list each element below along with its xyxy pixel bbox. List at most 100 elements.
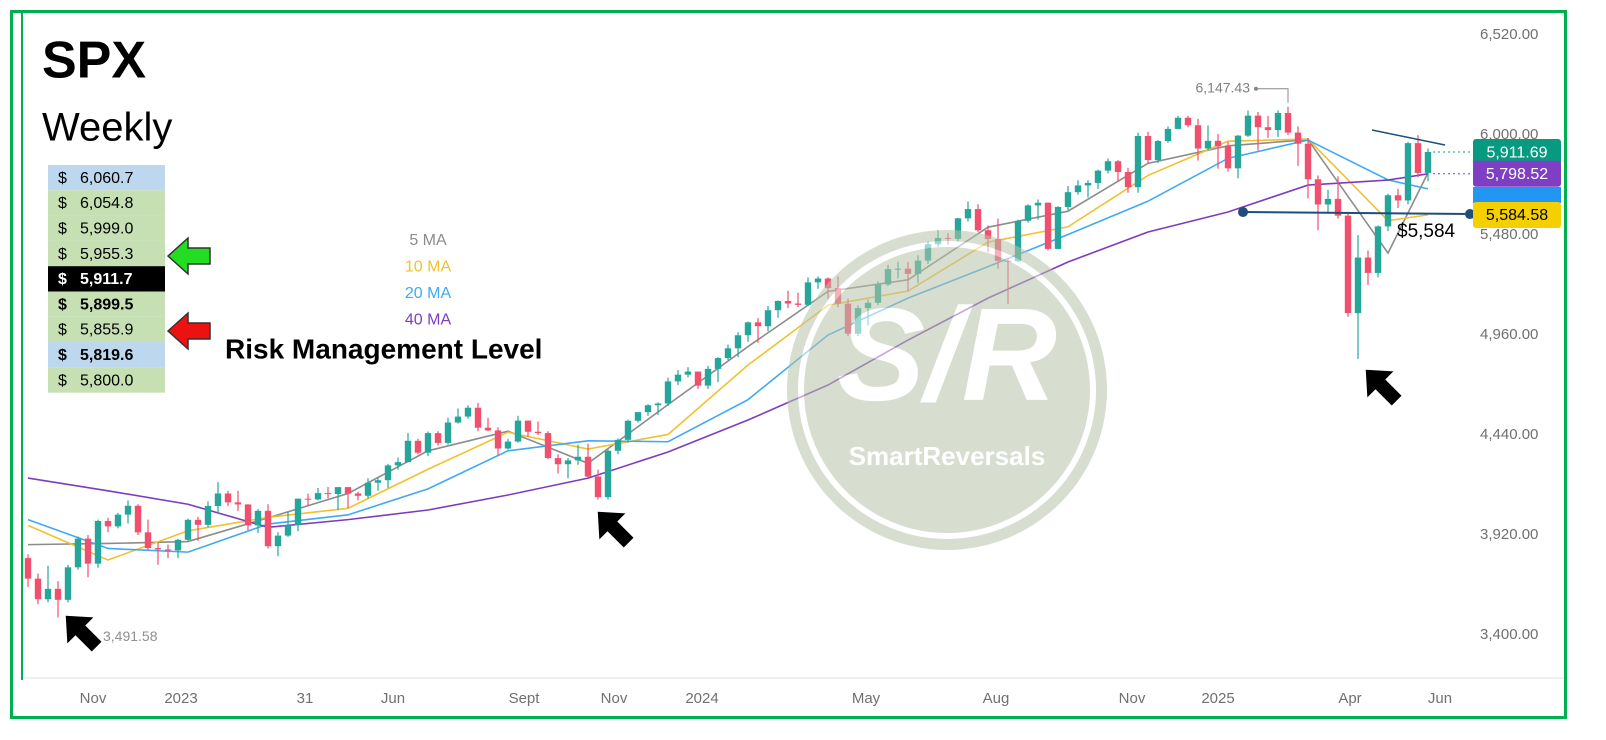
candle-body [54, 588, 62, 600]
price-tag [1473, 160, 1561, 187]
candle-body [1014, 220, 1022, 262]
green-arrow [166, 236, 211, 276]
candle-body [584, 456, 592, 477]
support-dot [1465, 209, 1475, 220]
candle-body [1264, 127, 1272, 131]
candle-body [704, 368, 712, 386]
level-row [48, 266, 165, 292]
price-tags: 5,911.69 5,798.52 5,584.58 [1473, 139, 1561, 228]
y-tick-label: 6,000.00 [1480, 126, 1538, 143]
candle-body [734, 335, 742, 349]
pointer-arrow [1365, 369, 1402, 406]
candle-body [64, 567, 72, 600]
level-currency: $ [58, 246, 67, 263]
candle-body [694, 371, 702, 386]
frame [10, 10, 1567, 719]
candle-body [1234, 135, 1242, 169]
y-tick-label: 6,520.00 [1480, 26, 1538, 43]
candle-body [1114, 161, 1122, 172]
candle-body [534, 431, 542, 434]
candle-body [594, 476, 602, 498]
candle-body [1064, 192, 1072, 207]
candle-body [374, 480, 382, 483]
level-value: 6,054.8 [80, 195, 133, 212]
candle-body [1084, 182, 1092, 186]
candle-body [1104, 161, 1112, 171]
legend-entry: 20 MA [405, 285, 452, 302]
legend-entry: 5 MA [409, 232, 447, 249]
plot: 3,400.00 3,920.00 4,440.00 4,960.00 5,480.00… [24, 26, 1538, 707]
level-value: 5,999.0 [80, 220, 133, 237]
level-value: 5,855.9 [80, 322, 133, 339]
candle-body [654, 403, 662, 406]
candle-body [264, 510, 272, 547]
candle-body [94, 520, 102, 564]
candle-body [294, 498, 302, 526]
candle-body [764, 310, 772, 327]
level-row [48, 367, 165, 393]
candle-body [514, 420, 522, 442]
risk-label: Risk Management Level [225, 333, 542, 364]
x-tick-label: 31 [297, 690, 314, 707]
candle-body [254, 510, 262, 526]
y-tick-label: 4,440.00 [1480, 426, 1538, 443]
candle-body [394, 462, 402, 466]
candle-body [1274, 112, 1282, 131]
candle-body [314, 493, 322, 500]
candle-body [1224, 146, 1232, 169]
candle-body [354, 493, 362, 496]
candle-body [564, 460, 572, 465]
candle-body [1144, 136, 1152, 161]
candle-body [24, 558, 32, 579]
candle-body [1044, 202, 1052, 249]
candle-body [544, 433, 552, 459]
ma-tag-strip [1473, 187, 1561, 203]
candle-body [964, 209, 972, 219]
candle-body [1344, 215, 1352, 314]
candle-body [164, 549, 172, 551]
high-marker [1256, 88, 1289, 103]
watermark-mark: S/R [837, 281, 1057, 428]
watermark-disc [787, 230, 1107, 550]
chart-subtitle: Weekly [42, 106, 172, 150]
level-currency: $ [58, 220, 67, 237]
level-row [48, 316, 165, 343]
candle-body [1354, 257, 1362, 314]
level-value: 5,955.3 [80, 246, 133, 263]
watermark-text: SmartReversals [849, 441, 1046, 471]
x-tick-label: Nov [601, 690, 628, 707]
candle-body [954, 218, 962, 239]
candle-body [634, 412, 642, 421]
candle-body [1034, 202, 1042, 206]
candle-body [524, 420, 532, 432]
candle-body [554, 458, 562, 465]
candle-body [714, 358, 722, 369]
candle-body [1404, 143, 1412, 201]
level-currency: $ [58, 170, 67, 187]
candle-body [144, 532, 152, 549]
candle-body [434, 433, 442, 443]
trend-line [1371, 129, 1446, 146]
candle-body [74, 538, 82, 568]
candle-body [204, 505, 212, 525]
red-arrow [166, 311, 211, 351]
candle-body [444, 422, 452, 443]
level-currency: $ [58, 195, 67, 212]
candle-body [1074, 185, 1082, 193]
candle-body [284, 525, 292, 536]
high-label: 6,147.43 [1196, 79, 1251, 95]
candle-body [1314, 179, 1322, 205]
candle-body [1284, 112, 1292, 133]
candle-body [744, 322, 752, 336]
x-tick-label: Nov [80, 690, 107, 707]
level-value: 6,060.7 [80, 170, 133, 187]
level-row [48, 215, 165, 241]
x-tick-label: 2025 [1201, 690, 1234, 707]
candle-body [1304, 143, 1312, 180]
candle-body [1254, 115, 1262, 128]
candle-body [974, 209, 982, 231]
price-tag [1473, 201, 1561, 228]
candle-body [814, 278, 822, 283]
x-tick-label: Aug [983, 690, 1010, 707]
candle-body [344, 487, 352, 494]
